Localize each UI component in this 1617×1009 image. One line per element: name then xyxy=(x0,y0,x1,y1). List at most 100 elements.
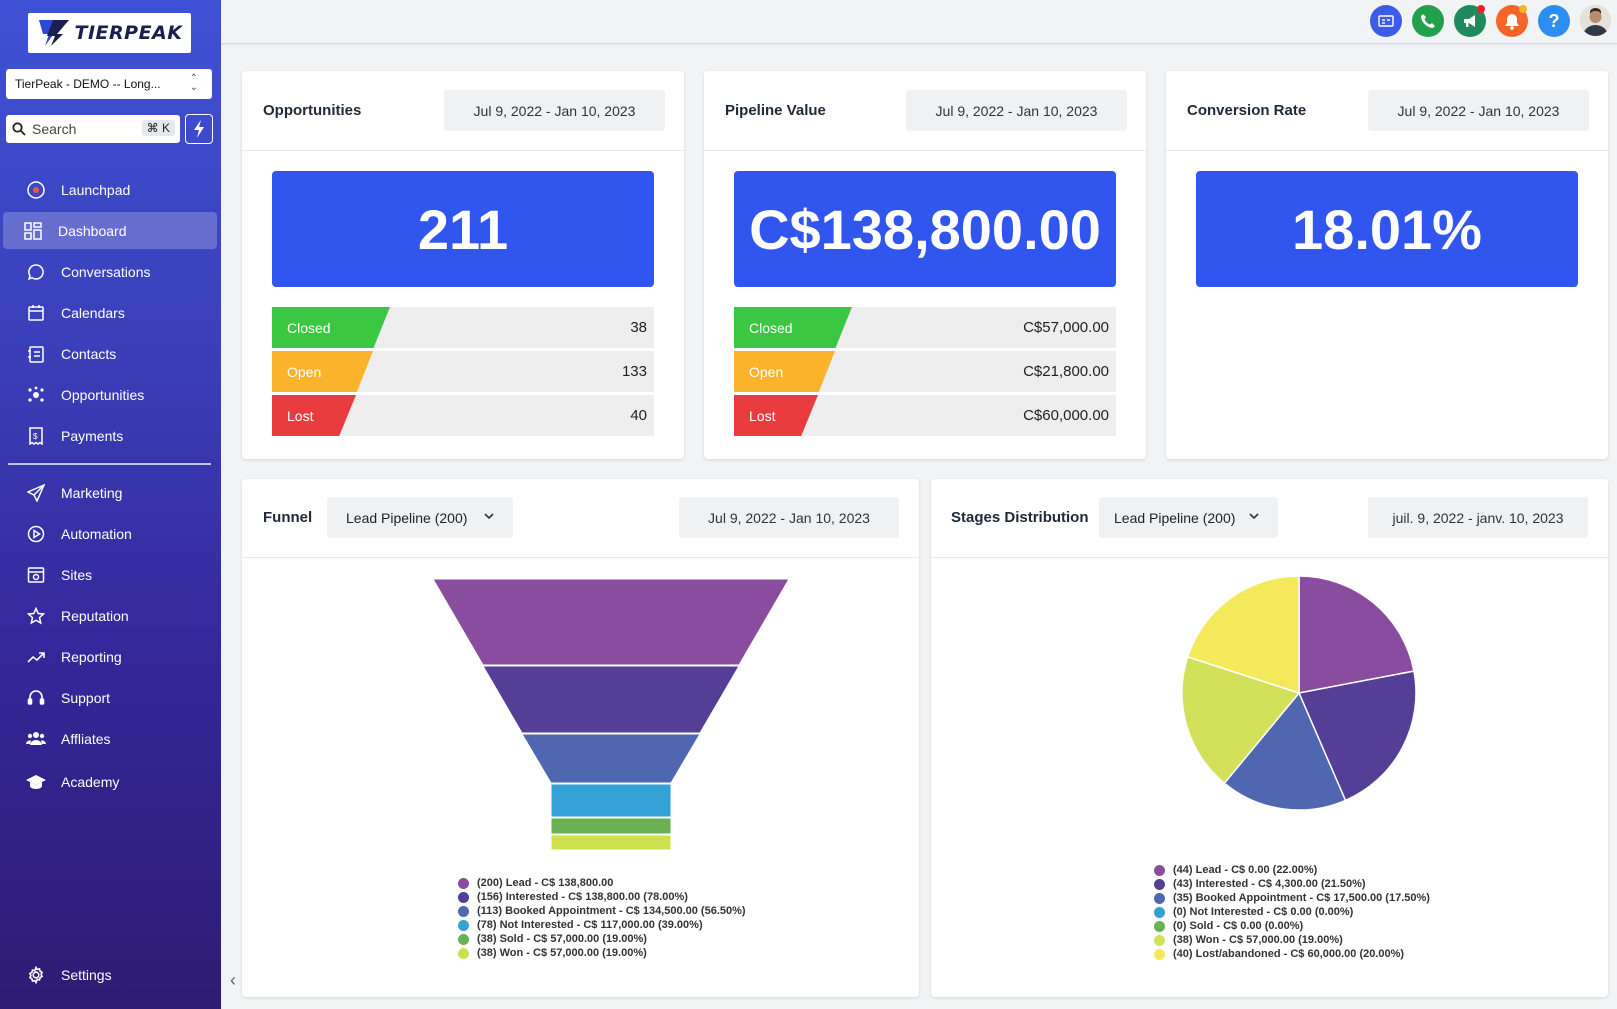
pie-slice-lead[interactable] xyxy=(1298,575,1415,694)
stat-row-open: Open 133 xyxy=(272,351,654,392)
funnel-segment-sold[interactable] xyxy=(550,817,672,835)
legend-item[interactable]: (38) Won - C$ 57,000.00 (19.00%) xyxy=(458,946,746,960)
date-range-label: Jul 9, 2022 - Jan 10, 2023 xyxy=(935,102,1098,119)
quick-actions-button[interactable] xyxy=(185,114,213,144)
legend-label: (200) Lead - C$ 138,800.00 xyxy=(477,877,614,889)
funnel-segment-not-interested[interactable] xyxy=(550,783,672,818)
sidebar-divider xyxy=(8,463,211,465)
sidebar-item-label: Automation xyxy=(61,525,132,542)
stat-row-lost: Lost 40 xyxy=(272,395,654,436)
legend-item[interactable]: (44) Lead - C$ 0.00 (22.00%) xyxy=(1154,863,1430,877)
pie-slice-lost-abandoned[interactable] xyxy=(1186,575,1300,695)
date-range-picker[interactable]: Jul 9, 2022 - Jan 10, 2023 xyxy=(679,497,899,538)
sidebar-item-academy[interactable]: Academy xyxy=(0,763,221,800)
legend-item[interactable]: (0) Sold - C$ 0.00 (0.00%) xyxy=(1154,919,1430,933)
chevron-down-icon xyxy=(1249,513,1259,520)
status-badge: Open xyxy=(272,351,373,392)
legend-item[interactable]: (43) Interested - C$ 4,300.00 (21.50%) xyxy=(1154,877,1430,891)
sidebar-item-automation[interactable]: Automation xyxy=(0,515,221,552)
funnel-segment-interested[interactable] xyxy=(482,665,740,734)
legend-item[interactable]: (38) Won - C$ 57,000.00 (19.00%) xyxy=(1154,933,1430,947)
status-label: Lost xyxy=(749,407,776,424)
search-input[interactable]: Search ⌘ K xyxy=(6,115,180,143)
pipeline-select[interactable]: Lead Pipeline (200) xyxy=(1099,497,1278,538)
account-name: TierPeak - DEMO -- Long... xyxy=(15,77,161,91)
help-button[interactable]: ? xyxy=(1538,5,1570,37)
sidebar-item-payments[interactable]: $ Payments xyxy=(0,417,221,454)
sidebar-item-conversations[interactable]: Conversations xyxy=(0,253,221,290)
sidebar-item-label: Dashboard xyxy=(58,222,127,239)
sidebar-item-label: Support xyxy=(61,689,111,706)
sidebar-item-label: Calendars xyxy=(61,304,125,321)
pie-slice-booked-appointment[interactable] xyxy=(1223,691,1347,811)
sidebar-item-launchpad[interactable]: Launchpad xyxy=(0,171,221,208)
sidebar-item-contacts[interactable]: Contacts xyxy=(0,335,221,372)
legend-label: (35) Booked Appointment - C$ 17,500.00 (… xyxy=(1173,892,1430,904)
card-divider xyxy=(242,557,919,558)
date-range-picker[interactable]: Jul 9, 2022 - Jan 10, 2023 xyxy=(906,90,1127,131)
funnel-segment-booked-appointment[interactable] xyxy=(521,733,701,784)
legend-item[interactable]: (78) Not Interested - C$ 117,000.00 (39.… xyxy=(458,918,746,932)
pie-slice-interested[interactable] xyxy=(1297,670,1417,802)
brand-logo[interactable]: TIERPEAK xyxy=(28,13,191,53)
legend-item[interactable]: (156) Interested - C$ 138,800.00 (78.00%… xyxy=(458,890,746,904)
sidebar-item-reputation[interactable]: Reputation xyxy=(0,597,221,634)
legend-item[interactable]: (40) Lost/abandoned - C$ 60,000.00 (20.0… xyxy=(1154,947,1430,961)
card-title: Opportunities xyxy=(263,102,362,119)
sidebar-item-sites[interactable]: Sites xyxy=(0,556,221,593)
card-title: Conversion Rate xyxy=(1187,102,1307,119)
date-range-label: Jul 9, 2022 - Jan 10, 2023 xyxy=(708,509,870,526)
stat-value: C$21,800.00 xyxy=(1023,363,1109,380)
date-range-picker[interactable]: Jul 9, 2022 - Jan 10, 2023 xyxy=(444,90,665,131)
pipeline-select[interactable]: Lead Pipeline (200) xyxy=(327,497,513,538)
card-divider xyxy=(242,150,684,151)
legend-item[interactable]: (0) Not Interested - C$ 0.00 (0.00%) xyxy=(1154,905,1430,919)
pie-slice-won[interactable] xyxy=(1181,655,1301,785)
date-range-picker[interactable]: juil. 9, 2022 - janv. 10, 2023 xyxy=(1368,497,1588,538)
funnel-segment-won[interactable] xyxy=(550,834,672,851)
legend-item[interactable]: (113) Booked Appointment - C$ 134,500.00… xyxy=(458,904,746,918)
account-switcher[interactable]: TierPeak - DEMO -- Long... ⌃ ⌄ xyxy=(6,69,212,99)
funnel-segment-lead[interactable] xyxy=(432,579,790,666)
sidebar-item-dashboard[interactable]: Dashboard xyxy=(3,212,217,249)
search-shortcut: ⌘ K xyxy=(141,120,175,136)
legend-item[interactable]: (200) Lead - C$ 138,800.00 xyxy=(458,876,746,890)
send-icon xyxy=(26,483,46,503)
chevron-down-icon xyxy=(484,513,494,520)
notifications-button[interactable] xyxy=(1496,5,1528,37)
sidebar-item-label: Conversations xyxy=(61,263,151,280)
legend-item[interactable]: (38) Sold - C$ 57,000.00 (19.00%) xyxy=(458,932,746,946)
brand-name: TIERPEAK xyxy=(74,22,183,44)
avatar[interactable] xyxy=(1580,5,1611,36)
gear-icon xyxy=(26,965,46,985)
collapse-sidebar-icon[interactable]: ‹ xyxy=(230,970,236,990)
sidebar-item-opportunities[interactable]: Opportunities xyxy=(0,376,221,413)
sidebar-item-settings[interactable]: Settings xyxy=(0,956,221,993)
legend-label: (0) Sold - C$ 0.00 (0.00%) xyxy=(1173,920,1304,932)
sidebar-item-support[interactable]: Support xyxy=(0,679,221,716)
lightning-icon xyxy=(194,120,204,138)
date-range-label: Jul 9, 2022 - Jan 10, 2023 xyxy=(473,102,636,119)
stat-value: 38 xyxy=(630,319,647,336)
legend-label: (78) Not Interested - C$ 117,000.00 (39.… xyxy=(477,919,703,931)
search-placeholder: Search xyxy=(32,121,77,137)
graduation-cap-icon xyxy=(26,772,46,792)
contact-card-button[interactable] xyxy=(1370,5,1402,37)
phone-icon xyxy=(1421,14,1435,28)
stages-legend: (44) Lead - C$ 0.00 (22.00%) (43) Interes… xyxy=(1154,863,1430,961)
date-range-picker[interactable]: Jul 9, 2022 - Jan 10, 2023 xyxy=(1368,90,1589,131)
sidebar-item-calendars[interactable]: Calendars xyxy=(0,294,221,331)
pipeline-select-label: Lead Pipeline (200) xyxy=(346,509,468,526)
announcements-button[interactable] xyxy=(1454,5,1486,37)
card-divider xyxy=(1166,150,1608,151)
sidebar-item-affliates[interactable]: Affliates xyxy=(0,720,221,757)
legend-item[interactable]: (35) Booked Appointment - C$ 17,500.00 (… xyxy=(1154,891,1430,905)
stat-value: C$60,000.00 xyxy=(1023,407,1109,424)
sidebar-item-reporting[interactable]: Reporting xyxy=(0,638,221,675)
stat-value: 40 xyxy=(630,407,647,424)
status-label: Closed xyxy=(749,319,793,336)
legend-swatch xyxy=(458,933,469,945)
sidebar-item-marketing[interactable]: Marketing xyxy=(0,474,221,511)
phone-button[interactable] xyxy=(1412,5,1444,37)
conversion-total: 18.01% xyxy=(1196,171,1578,287)
